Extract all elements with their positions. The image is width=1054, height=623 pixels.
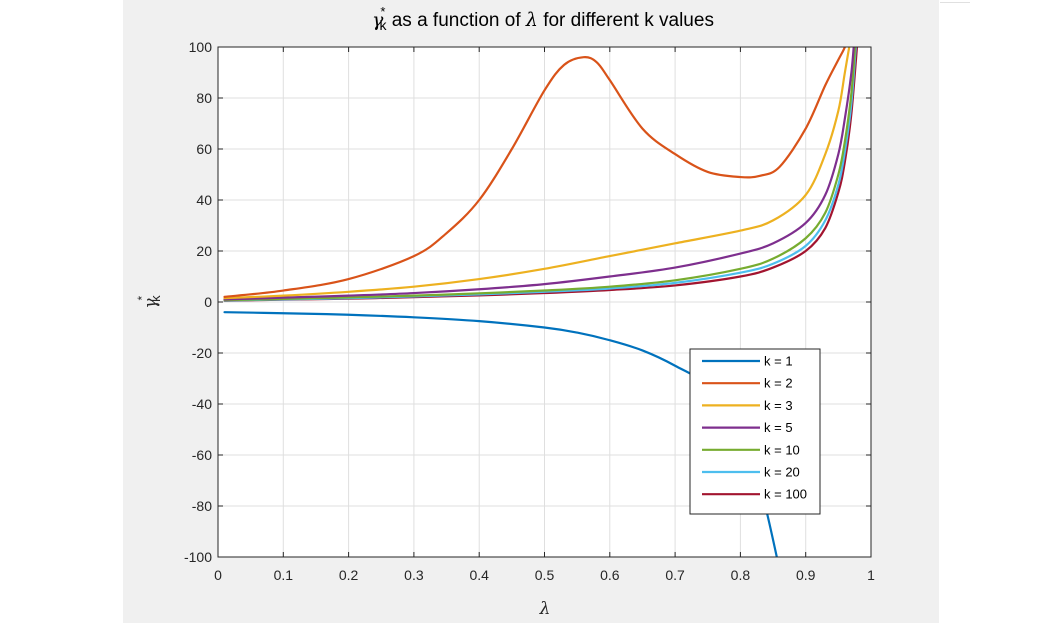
title-gamma-superscript: * [380,4,385,19]
x-tick-label: 0.9 [796,567,816,583]
y-tick-label: 0 [204,294,212,310]
x-tick-label: 0.7 [665,567,685,583]
title-gamma-symbol: γ [372,9,384,31]
x-tick-labels: 0 0.1 0.2 0.3 0.4 0.5 0.6 0.7 0.8 0.9 1 [214,567,875,583]
y-tick-label: 40 [196,192,212,208]
title-text-before-lambda: as a function of [386,10,525,31]
y-tick-label: 80 [196,90,212,106]
x-axis-label: λ [539,599,551,619]
svg-text:γ*k: γ*k [135,295,163,309]
legend-label-k-10: k = 10 [764,442,800,457]
y-label-gamma-symbol: γ [141,298,161,309]
x-tick-label: 0.5 [535,567,555,583]
legend-label-k-2: k = 2 [764,376,793,391]
legend-box [689,348,821,515]
legend: k = 1 k = 2 k = 3 k = 5 k = 10 k = 20 k = 100 [689,348,821,515]
chart-title: γ* k as a function of λ for different k v… [372,4,714,33]
y-label-gamma-superscript: * [135,296,149,301]
x-tick-label: 0.4 [469,567,489,583]
y-tick-label: -20 [192,345,212,361]
legend-label-k-3: k = 3 [764,398,793,413]
series-lines [223,47,859,557]
x-tick-label: 1 [867,567,875,583]
y-tick-label: -60 [192,447,212,463]
y-label-gamma-subscript: k [148,295,163,302]
legend-label-k-20: k = 20 [764,465,800,480]
x-tick-label: 0.6 [600,567,620,583]
legend-label-k-100: k = 100 [764,487,807,502]
title-gamma-subscript: k [379,17,387,33]
y-tick-labels: -100 -80 -60 -40 -20 0 20 40 60 80 100 [184,39,212,565]
x-tick-label: 0.2 [339,567,359,583]
series-line-k-5 [223,47,855,301]
legend-entries: k = 1 k = 2 k = 3 k = 5 k = 10 k = 20 k = 100 [702,354,807,502]
title-lambda: λ [525,9,538,31]
y-tick-label: -40 [192,396,212,412]
x-tick-label: 0.3 [404,567,424,583]
y-tick-label: 100 [189,39,213,55]
x-tick-label: 0 [214,567,222,583]
legend-label-k-5: k = 5 [764,420,793,435]
y-tick-label: -80 [192,498,212,514]
ticks [217,46,872,558]
legend-label-k-1: k = 1 [764,354,793,369]
x-tick-label: 0.1 [274,567,294,583]
series-line-k-3 [223,47,851,300]
x-tick-label: 0.8 [731,567,751,583]
edge-mark [940,2,970,3]
title-text-after-lambda: for different k values [538,10,714,31]
y-tick-label: 20 [196,243,212,259]
y-tick-label: 60 [196,141,212,157]
y-axis-label: γ*k [135,295,163,309]
series-line-k-2 [223,47,847,298]
series-line-k-10 [223,47,857,302]
y-tick-label: -100 [184,549,212,565]
